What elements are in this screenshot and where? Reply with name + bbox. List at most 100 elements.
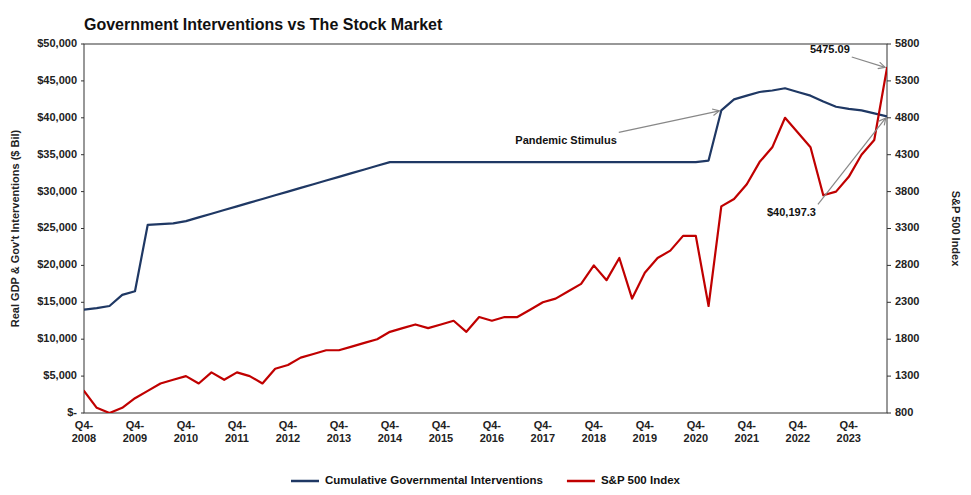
x-tick-label-line: Q4- xyxy=(126,419,145,431)
background xyxy=(0,0,971,495)
y-tick xyxy=(81,413,84,414)
x-tick-label-line: Q4- xyxy=(840,419,859,431)
y2-tick-label: 2300 xyxy=(895,295,919,307)
x-tick-label-line: Q4- xyxy=(279,419,298,431)
x-tick-label-line: 2012 xyxy=(276,432,300,444)
annotation-text: $40,197.3 xyxy=(767,206,816,218)
x-tick-label-line: Q4- xyxy=(738,419,757,431)
y2-tick-label: 5300 xyxy=(895,74,919,86)
y2-axis-label: S&P 500 Index xyxy=(950,191,962,267)
x-tick-label-line: 2014 xyxy=(378,432,403,444)
y-tick xyxy=(81,191,84,192)
y-tick-label: $45,000 xyxy=(37,74,77,86)
x-tick-label-line: Q4- xyxy=(381,419,400,431)
x-tick-label-line: 2009 xyxy=(123,432,147,444)
y2-tick xyxy=(887,228,891,229)
y-tick xyxy=(81,228,84,229)
annotation-arrow xyxy=(818,118,886,204)
x-tick-label-line: 2022 xyxy=(786,432,810,444)
y-tick-label: $15,000 xyxy=(37,295,77,307)
x-tick-label: Q4-2021 xyxy=(735,419,759,444)
x-tick-label-line: 2016 xyxy=(480,432,504,444)
x-tick-label: Q4-2013 xyxy=(327,419,351,444)
x-tick-label: Q4-2016 xyxy=(480,419,504,444)
legend: Cumulative Governmental Interventions S&P… xyxy=(291,474,681,486)
y2-tick-label: 800 xyxy=(895,406,913,418)
x-tick-label: Q4-2012 xyxy=(276,419,300,444)
x-tick-label-line: Q4- xyxy=(636,419,655,431)
x-tick-label: Q4-2018 xyxy=(582,419,606,444)
y-axis-label: Real GDP & Gov't Interventions ($ Bil) xyxy=(9,129,21,327)
y-tick xyxy=(81,339,84,340)
x-tick-label-line: Q4- xyxy=(483,419,502,431)
y-tick-label: $- xyxy=(67,406,77,418)
legend-label: Cumulative Governmental Interventions xyxy=(325,474,543,486)
x-tick-label: Q4-2019 xyxy=(633,419,657,444)
x-tick-label: Q4-2022 xyxy=(786,419,810,444)
y-tick xyxy=(81,80,84,81)
y2-tick xyxy=(887,265,891,266)
y2-tick-label: 2800 xyxy=(895,258,919,270)
x-tick-label: Q4-2015 xyxy=(429,419,453,444)
y-tick-label: $35,000 xyxy=(37,148,77,160)
y-tick-label: $5,000 xyxy=(43,369,77,381)
y2-tick-label: 4800 xyxy=(895,111,919,123)
x-tick-label-line: Q4- xyxy=(432,419,451,431)
y2-tick-label: 1800 xyxy=(895,332,919,344)
x-tick-label-line: Q4- xyxy=(177,419,196,431)
x-tick-label-line: 2019 xyxy=(633,432,657,444)
x-tick-label-line: Q4- xyxy=(75,419,94,431)
y-tick-label: $25,000 xyxy=(37,221,77,233)
annotation-text: Pandemic Stimulus xyxy=(515,134,616,146)
y2-tick xyxy=(887,302,891,303)
y2-tick-label: 5800 xyxy=(895,37,919,49)
x-tick-label: Q4-2023 xyxy=(837,419,861,444)
legend-item: Cumulative Governmental Interventions xyxy=(291,474,543,486)
y2-tick xyxy=(887,117,891,118)
y-tick xyxy=(81,117,84,118)
x-tick-label-line: 2020 xyxy=(684,432,708,444)
x-tick-label-line: Q4- xyxy=(789,419,808,431)
y-tick-label: $20,000 xyxy=(37,258,77,270)
x-tick-label-line: 2010 xyxy=(174,432,198,444)
chart: $- $5,000 $10,000 $15,000 $20,000 $25,000 $30,… xyxy=(0,0,971,495)
y2-tick xyxy=(887,376,891,377)
y2-tick xyxy=(887,80,891,81)
y2-tick xyxy=(887,44,891,45)
x-tick-label-line: 2021 xyxy=(735,432,759,444)
legend-swatch xyxy=(291,480,319,483)
y2-tick-label: 3800 xyxy=(895,185,919,197)
y2-tick xyxy=(887,154,891,155)
y2-tick xyxy=(887,339,891,340)
legend-item: S&P 500 Index xyxy=(567,474,681,486)
x-tick-label-line: 2018 xyxy=(582,432,606,444)
x-tick-label: Q4-2020 xyxy=(684,419,708,444)
y-tick xyxy=(81,154,84,155)
annotation-arrow xyxy=(619,111,720,133)
y-tick-label: $10,000 xyxy=(37,332,77,344)
x-tick-label-line: Q4- xyxy=(228,419,247,431)
y2-tick xyxy=(887,191,891,192)
legend-swatch xyxy=(567,480,595,483)
x-tick-label: Q4-2014 xyxy=(378,419,403,444)
title: Government Interventions vs The Stock Ma… xyxy=(84,16,443,33)
x-tick-label-line: Q4- xyxy=(330,419,349,431)
x-tick-label: Q4-2009 xyxy=(123,419,147,444)
x-tick-label-line: 2013 xyxy=(327,432,351,444)
y2-tick-label: 1300 xyxy=(895,369,919,381)
y2-tick xyxy=(887,413,891,414)
y-tick xyxy=(81,44,84,45)
x-tick-label-line: 2017 xyxy=(531,432,555,444)
series-line xyxy=(84,68,887,413)
y-tick xyxy=(81,302,84,303)
y-tick-label: $40,000 xyxy=(37,111,77,123)
plot-frame xyxy=(84,44,887,413)
series-line xyxy=(84,88,887,309)
x-tick-label: Q4-2008 xyxy=(72,419,96,444)
x-tick-label-line: 2023 xyxy=(837,432,861,444)
y-tick-label: $30,000 xyxy=(37,185,77,197)
y-tick xyxy=(81,265,84,266)
x-tick-label: Q4-2010 xyxy=(174,419,198,444)
legend-label: S&P 500 Index xyxy=(601,474,681,486)
x-tick-label-line: Q4- xyxy=(687,419,706,431)
